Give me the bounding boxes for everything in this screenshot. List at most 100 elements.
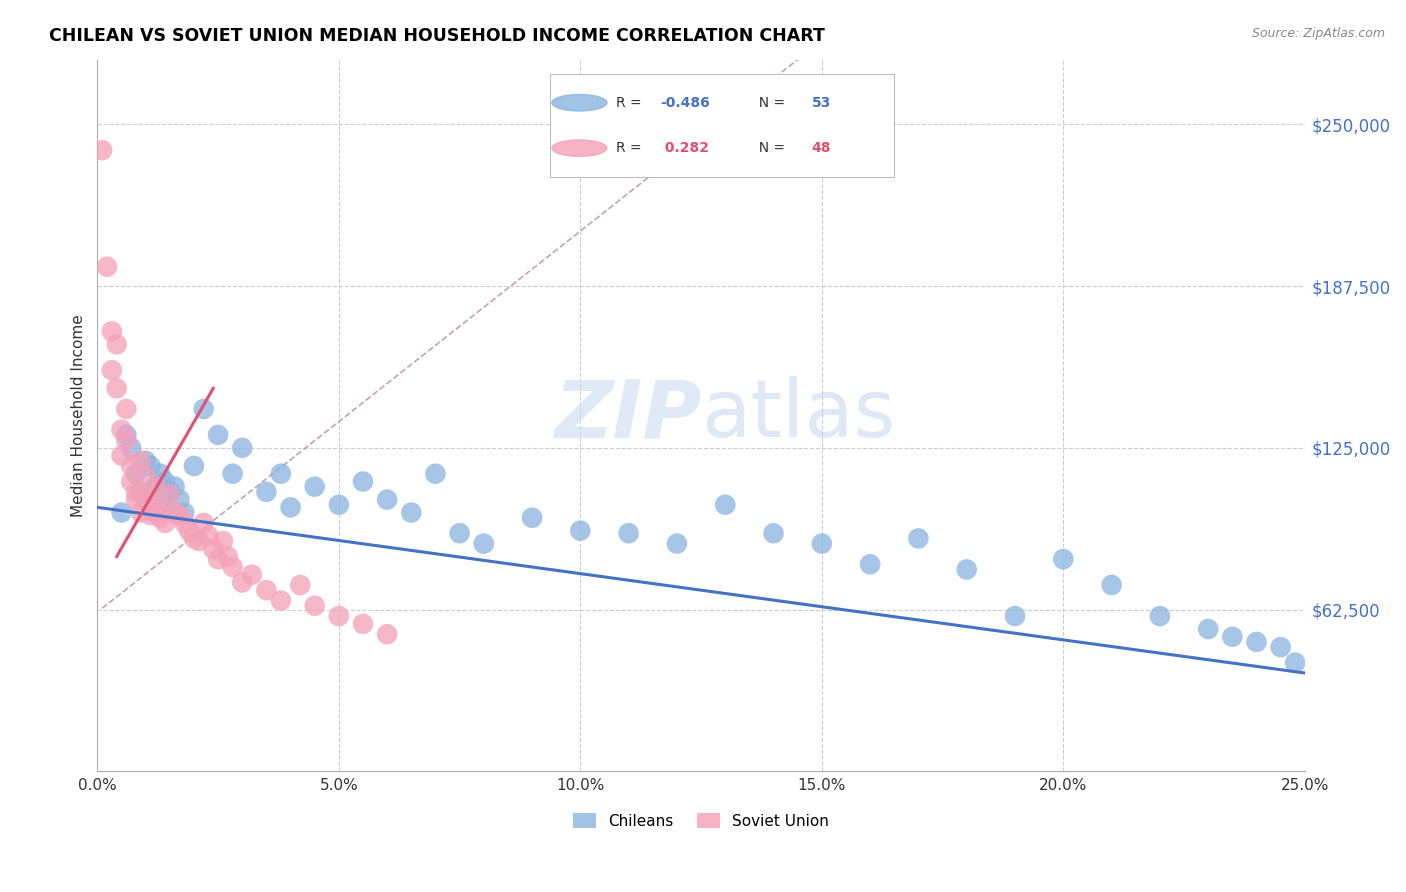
Point xyxy=(1101,578,1123,592)
Point xyxy=(1052,552,1074,566)
Point xyxy=(352,475,374,489)
Point xyxy=(129,506,152,520)
Point xyxy=(149,467,172,481)
Point xyxy=(120,475,142,489)
Point xyxy=(254,484,277,499)
Point xyxy=(101,363,124,377)
Text: CHILEAN VS SOVIET UNION MEDIAN HOUSEHOLD INCOME CORRELATION CHART: CHILEAN VS SOVIET UNION MEDIAN HOUSEHOLD… xyxy=(49,27,825,45)
Point xyxy=(149,510,172,524)
Point xyxy=(163,506,186,520)
Point xyxy=(254,583,277,598)
Point xyxy=(125,484,148,499)
Point xyxy=(135,454,157,468)
Point xyxy=(120,441,142,455)
Point xyxy=(207,552,229,566)
Point xyxy=(520,510,543,524)
Point xyxy=(714,498,737,512)
Point xyxy=(280,500,302,515)
Point xyxy=(375,492,398,507)
Point xyxy=(193,402,215,417)
Point xyxy=(135,469,157,483)
Point xyxy=(207,428,229,442)
Point xyxy=(352,616,374,631)
Point xyxy=(859,558,882,572)
Point xyxy=(153,516,176,530)
Point xyxy=(120,458,142,473)
Point xyxy=(956,562,979,576)
Point xyxy=(328,609,350,624)
Point xyxy=(221,560,243,574)
Point xyxy=(231,575,253,590)
Text: atlas: atlas xyxy=(702,376,896,455)
Point xyxy=(183,458,205,473)
Point xyxy=(240,567,263,582)
Point xyxy=(811,536,834,550)
Point xyxy=(105,381,128,395)
Point xyxy=(401,506,423,520)
Point xyxy=(105,337,128,351)
Point xyxy=(139,458,162,473)
Text: ZIP: ZIP xyxy=(554,376,702,455)
Point xyxy=(1220,630,1243,644)
Point xyxy=(1270,640,1292,654)
Point xyxy=(129,484,152,499)
Point xyxy=(1149,609,1171,624)
Point xyxy=(115,433,138,447)
Point xyxy=(143,480,166,494)
Point xyxy=(183,532,205,546)
Point xyxy=(179,524,201,538)
Point xyxy=(907,532,929,546)
Point xyxy=(159,484,181,499)
Point xyxy=(1246,635,1268,649)
Point xyxy=(139,508,162,522)
Point xyxy=(149,492,172,507)
Point xyxy=(617,526,640,541)
Point xyxy=(193,516,215,530)
Point xyxy=(110,506,132,520)
Point xyxy=(115,402,138,417)
Point xyxy=(143,506,166,520)
Point xyxy=(1004,609,1026,624)
Point xyxy=(375,627,398,641)
Point xyxy=(143,498,166,512)
Point xyxy=(110,423,132,437)
Point xyxy=(304,480,326,494)
Point xyxy=(101,324,124,338)
Point xyxy=(159,487,181,501)
Point xyxy=(231,441,253,455)
Point xyxy=(197,529,219,543)
Y-axis label: Median Household Income: Median Household Income xyxy=(72,314,86,516)
Point xyxy=(153,500,176,515)
Point xyxy=(425,467,447,481)
Text: Source: ZipAtlas.com: Source: ZipAtlas.com xyxy=(1251,27,1385,40)
Point xyxy=(169,492,191,507)
Point xyxy=(169,508,191,522)
Point xyxy=(149,506,172,520)
Point xyxy=(217,549,239,564)
Point xyxy=(143,480,166,494)
Point xyxy=(110,449,132,463)
Point xyxy=(569,524,592,538)
Point xyxy=(173,516,195,530)
Point xyxy=(135,490,157,504)
Point xyxy=(449,526,471,541)
Point xyxy=(221,467,243,481)
Point xyxy=(187,534,209,549)
Point xyxy=(304,599,326,613)
Point xyxy=(1197,622,1219,636)
Point xyxy=(153,475,176,489)
Point xyxy=(212,534,235,549)
Point xyxy=(173,506,195,520)
Point xyxy=(125,492,148,507)
Point xyxy=(125,467,148,481)
Point xyxy=(135,492,157,507)
Point xyxy=(96,260,118,274)
Point xyxy=(202,541,225,556)
Point xyxy=(270,593,292,607)
Point xyxy=(115,428,138,442)
Point xyxy=(139,498,162,512)
Legend: Chileans, Soviet Union: Chileans, Soviet Union xyxy=(567,806,835,835)
Point xyxy=(163,480,186,494)
Point xyxy=(270,467,292,481)
Point xyxy=(472,536,495,550)
